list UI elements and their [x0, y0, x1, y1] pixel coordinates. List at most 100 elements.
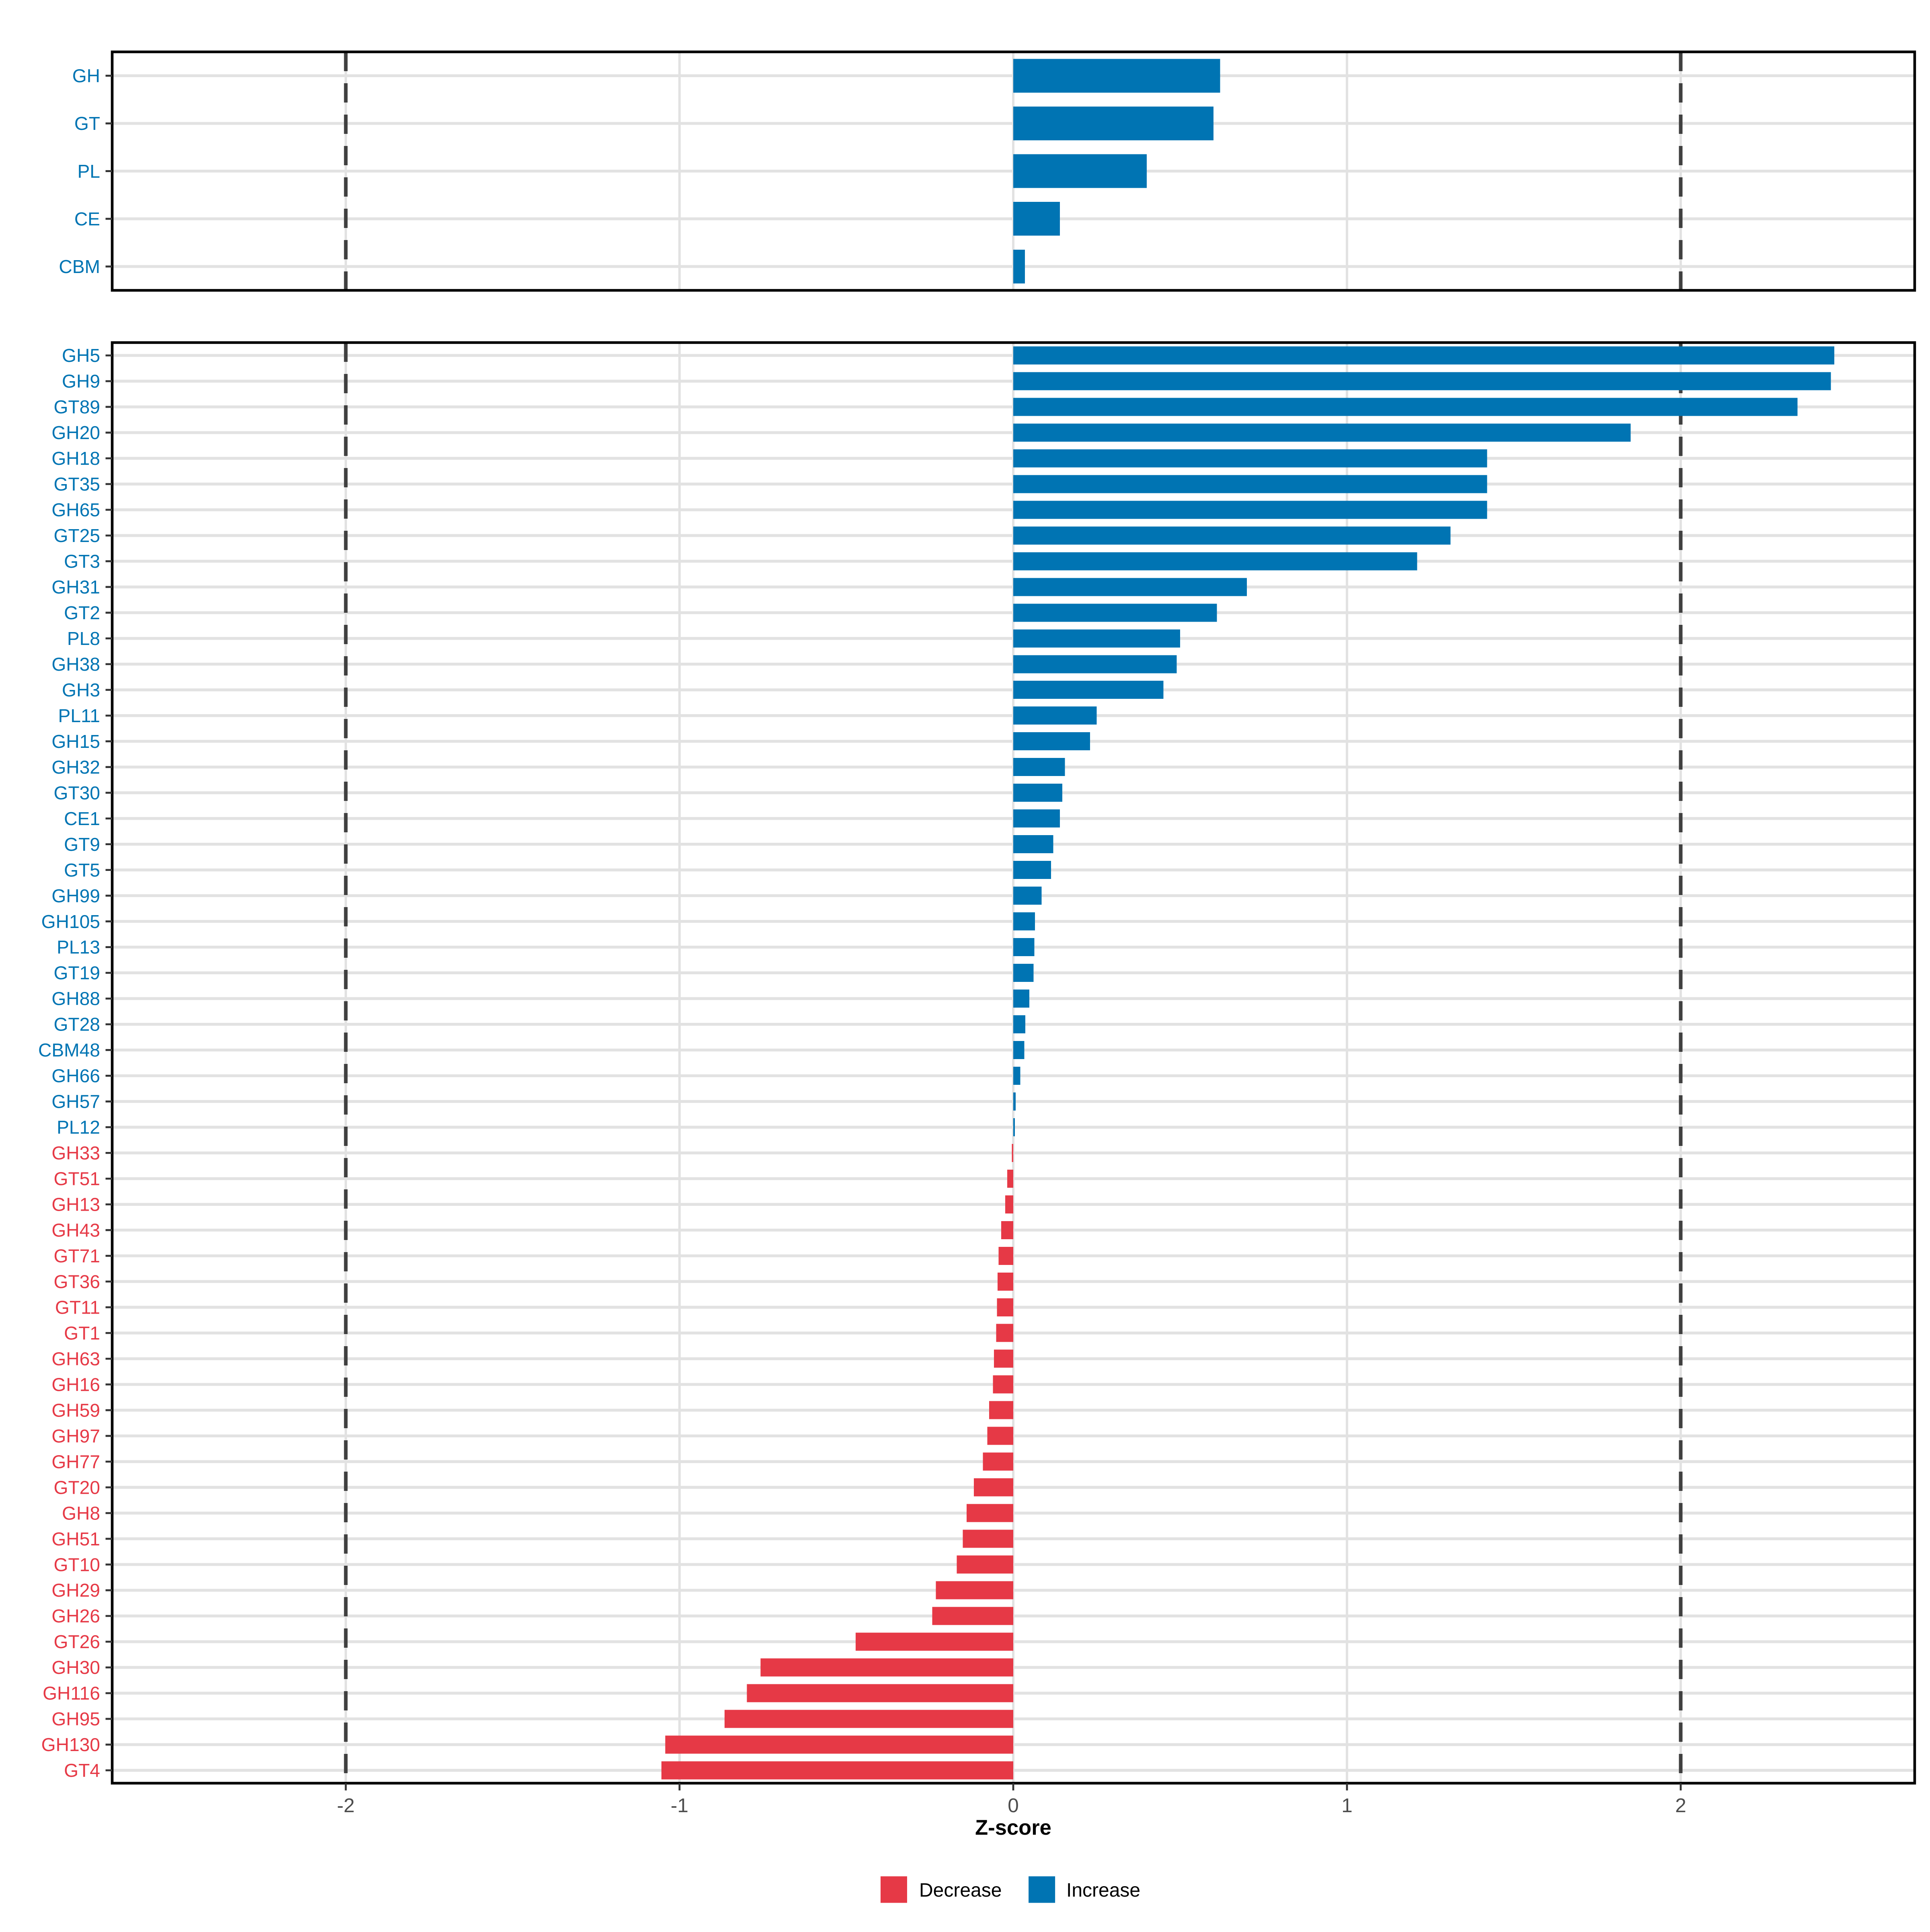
category-label: GH130 — [41, 1734, 100, 1755]
bar — [1013, 552, 1417, 571]
bar — [1013, 1118, 1015, 1136]
bar — [966, 1504, 1013, 1522]
bar — [725, 1710, 1013, 1728]
top-panel: GH GT PL CE CBM — [59, 50, 1916, 292]
category-label: GH33 — [51, 1143, 100, 1164]
legend: Decrease Increase — [881, 1876, 1140, 1903]
bar — [1013, 59, 1220, 93]
bar — [1013, 249, 1025, 283]
category-label: GH9 — [62, 371, 100, 392]
bar — [932, 1607, 1013, 1625]
bar — [983, 1452, 1013, 1471]
bar — [1013, 681, 1164, 699]
category-label: GH20 — [51, 422, 100, 443]
category-label: PL13 — [57, 937, 100, 958]
category-label: GT9 — [64, 834, 100, 855]
bar — [1013, 758, 1065, 776]
category-label: GT1 — [64, 1322, 100, 1343]
category-label: GT10 — [53, 1554, 100, 1575]
bar — [1013, 989, 1029, 1008]
bar — [1013, 1015, 1025, 1033]
bar — [993, 1375, 1013, 1394]
bar — [1005, 1195, 1013, 1213]
bar — [963, 1530, 1013, 1548]
bar — [1007, 1169, 1013, 1188]
category-label: GH5 — [62, 345, 100, 366]
category-label: GT71 — [53, 1246, 100, 1267]
bar — [1013, 629, 1181, 648]
category-label: PL12 — [57, 1117, 100, 1138]
bar — [760, 1658, 1013, 1677]
category-label: GH18 — [51, 448, 100, 469]
category-label: GT20 — [53, 1477, 100, 1498]
bar — [1013, 423, 1631, 442]
bar — [1013, 784, 1063, 802]
bar — [1013, 887, 1042, 905]
category-label: GH59 — [51, 1400, 100, 1421]
category-label: GH13 — [51, 1194, 100, 1215]
category-label: GH26 — [51, 1606, 100, 1626]
bar — [1013, 202, 1060, 236]
legend-swatch — [1029, 1876, 1055, 1903]
category-label: GH105 — [41, 911, 100, 932]
category-label: PL11 — [58, 705, 100, 726]
category-label: GT19 — [53, 963, 100, 983]
x-axis: -2 -1 0 1 2 Z-score — [337, 1783, 1686, 1840]
legend-label: Decrease — [919, 1880, 1002, 1901]
bar — [1012, 1144, 1013, 1162]
category-label: GT2 — [64, 602, 100, 623]
category-label: GH38 — [51, 654, 100, 675]
bar — [1013, 449, 1487, 468]
category-label: GH77 — [51, 1451, 100, 1472]
category-label: GT36 — [53, 1271, 100, 1292]
bottom-panel: GH5 GH9 GT89 GH20 GH18 GT35 GH65 GT25 GT3 GH31 GT2… — [38, 341, 1916, 1785]
x-tick-label: -2 — [337, 1794, 355, 1817]
bar — [1013, 835, 1053, 854]
bar — [661, 1761, 1013, 1780]
category-label: GH29 — [51, 1580, 100, 1601]
bar — [665, 1735, 1013, 1754]
category-label: GT25 — [53, 525, 100, 546]
bar — [1013, 475, 1487, 493]
category-label: GT35 — [53, 474, 100, 495]
bar — [1001, 1221, 1013, 1239]
bar — [996, 1324, 1013, 1342]
bar — [1013, 398, 1798, 416]
bar — [998, 1246, 1013, 1265]
bar — [1013, 346, 1834, 365]
category-label: GH8 — [62, 1503, 100, 1523]
bar — [1013, 938, 1035, 957]
category-label: GH65 — [51, 499, 100, 520]
category-label: GH30 — [51, 1657, 100, 1678]
category-label: GH63 — [51, 1348, 100, 1369]
category-label: GT30 — [53, 782, 100, 803]
category-label: GH — [72, 66, 100, 86]
category-label: GH97 — [51, 1425, 100, 1446]
bar — [1013, 501, 1487, 519]
bar — [1013, 1041, 1025, 1059]
bar — [1013, 1092, 1016, 1111]
bar — [1013, 526, 1451, 545]
bar — [1013, 655, 1177, 673]
category-label: GH3 — [62, 680, 100, 700]
bar — [989, 1401, 1013, 1419]
category-label: GT51 — [53, 1168, 100, 1189]
category-label: PL — [78, 161, 101, 182]
x-axis-title: Z-score — [975, 1816, 1051, 1840]
category-label: GH15 — [51, 731, 100, 752]
category-label: GH99 — [51, 885, 100, 906]
category-label: GT26 — [53, 1631, 100, 1652]
bar — [1013, 106, 1214, 140]
bar — [1013, 706, 1097, 725]
category-label: GH16 — [51, 1374, 100, 1395]
category-label: GH116 — [43, 1683, 100, 1704]
category-label: GH95 — [51, 1708, 100, 1729]
bar — [994, 1349, 1013, 1368]
bar — [1013, 1066, 1020, 1085]
legend-label: Increase — [1066, 1880, 1140, 1901]
x-tick-label: 0 — [1008, 1794, 1019, 1817]
bar — [1013, 861, 1051, 879]
category-label: GH43 — [51, 1220, 100, 1241]
